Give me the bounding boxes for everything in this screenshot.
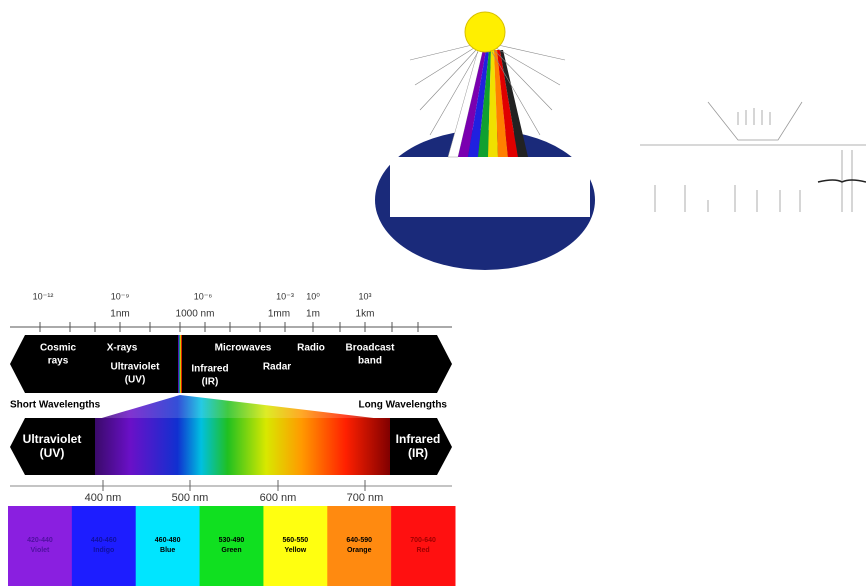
color-name: Yellow — [284, 547, 306, 554]
color-box — [8, 506, 73, 586]
scale-power: 10⁻⁶ — [194, 291, 213, 301]
color-range: 420-440 — [27, 537, 53, 544]
scale-power: 10⁻³ — [276, 291, 294, 301]
end-label: (IR) — [408, 446, 428, 460]
color-range: 700-640 — [410, 537, 436, 544]
scale-power: 10⁻⁹ — [111, 291, 130, 301]
color-box — [327, 506, 392, 586]
scale-power: 10⁰ — [306, 291, 320, 301]
nm-label: 400 nm — [85, 492, 122, 504]
scale-unit: 1km — [356, 309, 375, 320]
band-label: rays — [48, 356, 69, 367]
scale-power: 10⁻¹² — [33, 291, 54, 301]
band-label: Radio — [297, 343, 325, 354]
band-label: Microwaves — [215, 343, 272, 354]
scale-power: 10³ — [358, 291, 371, 301]
color-range: 440-460 — [91, 537, 117, 544]
band-label: Infrared — [191, 364, 228, 375]
color-name: Indigo — [93, 547, 114, 554]
band-label: Broadcast — [346, 343, 396, 354]
color-name: Orange — [347, 547, 372, 554]
nm-label: 500 nm — [172, 492, 209, 504]
scale-unit: 1000 nm — [176, 309, 215, 320]
color-box — [71, 506, 137, 586]
band-label: (IR) — [202, 377, 219, 388]
color-name: Red — [416, 547, 429, 554]
nm-label: 700 nm — [347, 492, 384, 504]
color-box — [263, 506, 328, 586]
visible-slit — [178, 335, 182, 393]
color-range: 640-590 — [346, 537, 372, 544]
sun-diagram — [375, 11, 595, 270]
color-box — [391, 506, 456, 586]
fan — [95, 395, 390, 420]
color-range: 560-550 — [283, 537, 309, 544]
band-label: X-rays — [107, 343, 138, 354]
band-label: Ultraviolet — [111, 362, 161, 373]
spectrum-chart — [10, 326, 452, 487]
end-label: (UV) — [40, 446, 65, 460]
short-label: Short Wavelengths — [10, 400, 101, 411]
nm-label: 600 nm — [260, 492, 297, 504]
ruler-diagram — [640, 101, 866, 212]
color-range: 460-480 — [155, 537, 181, 544]
color-box — [199, 506, 264, 586]
band-arrow — [10, 335, 452, 393]
color-name: Green — [221, 547, 241, 554]
end-label: Infrared — [396, 432, 441, 446]
band-label: band — [358, 356, 382, 367]
scale-unit: 1mm — [268, 309, 290, 320]
color-name: Blue — [160, 547, 175, 554]
end-label: Ultraviolet — [23, 432, 82, 446]
color-range: 530-490 — [219, 537, 245, 544]
color-name: Violet — [30, 547, 50, 554]
long-label: Long Wavelengths — [358, 400, 447, 411]
band-label: Cosmic — [40, 343, 77, 354]
visible-gradient — [95, 418, 390, 475]
band-label: (UV) — [125, 375, 146, 386]
scale-unit: 1nm — [110, 309, 129, 320]
band-label: Radar — [263, 362, 291, 373]
scale-unit: 1m — [306, 309, 320, 320]
color-box — [135, 506, 201, 586]
